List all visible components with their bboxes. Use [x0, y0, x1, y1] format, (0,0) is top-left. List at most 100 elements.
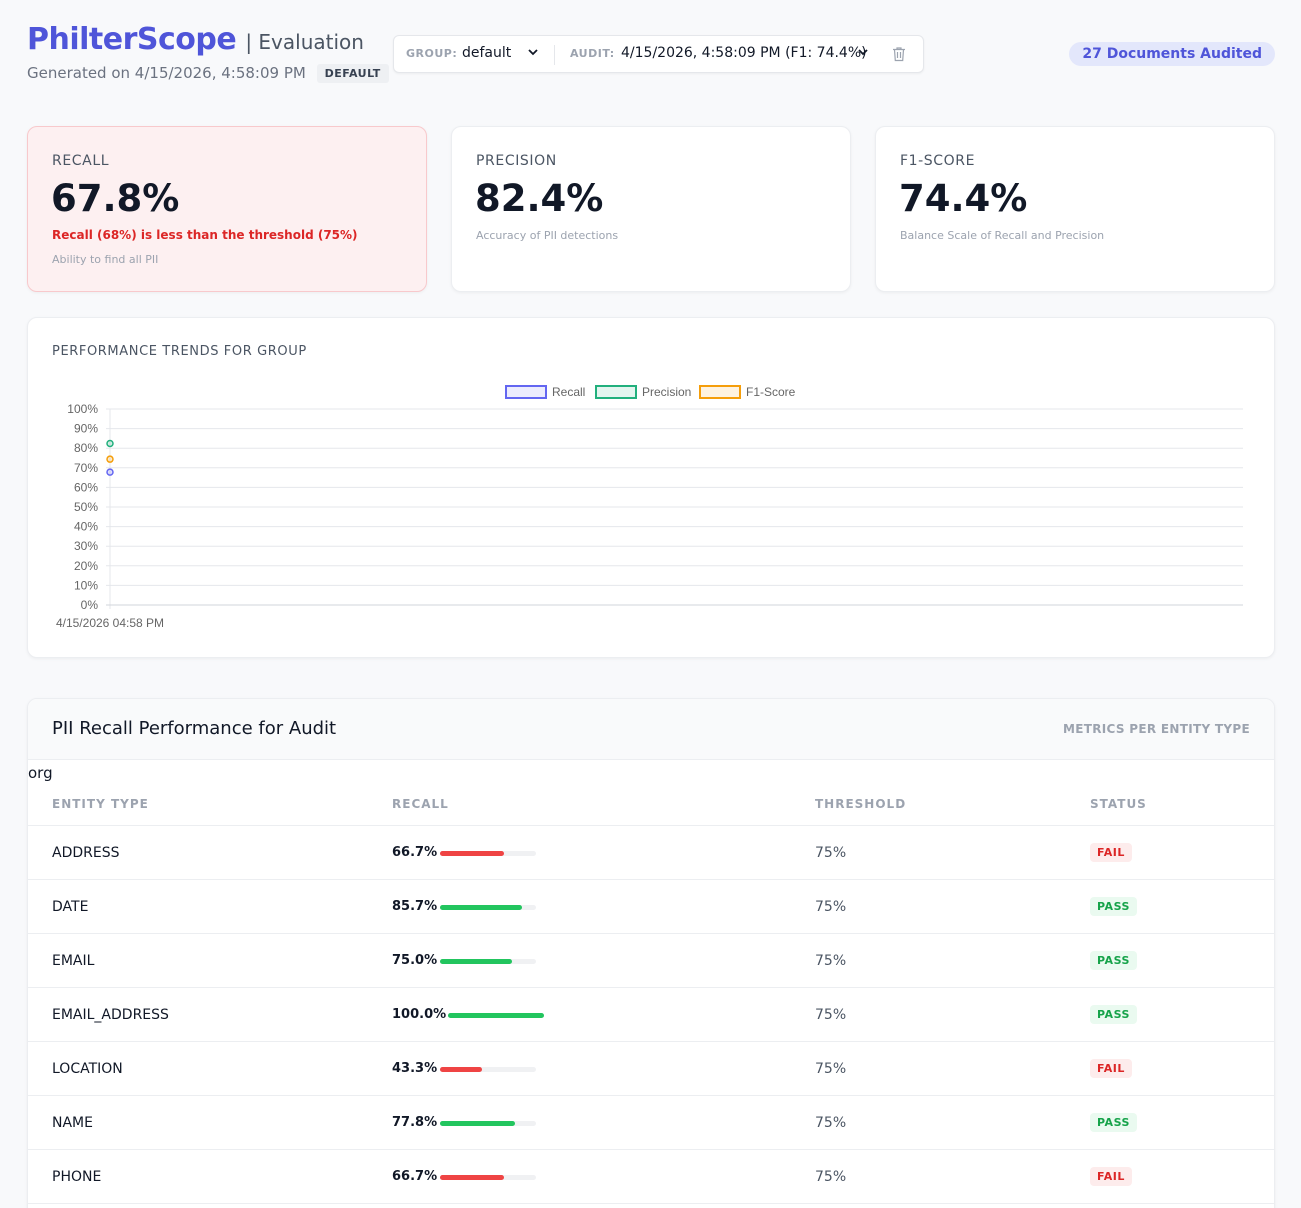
legend-swatch: [699, 385, 741, 399]
group-audit-selector: GROUP: default AUDIT: 4/15/2026, 4:58:09…: [393, 35, 924, 73]
recall-cell: 66.7%: [392, 1169, 437, 1184]
recall-percent: 66.7%: [392, 845, 438, 860]
threshold-cell: 75%: [815, 1061, 847, 1077]
threshold-cell: 75%: [815, 1169, 847, 1185]
recall-bar-fill: [440, 1175, 505, 1180]
y-tick-label: 60%: [74, 480, 98, 494]
y-tick-label: 10%: [74, 578, 98, 592]
precision-card: PRECISION 82.4% Accuracy of PII detectio…: [451, 126, 851, 292]
table-row: PHONE 66.7% 75% FAIL: [28, 1150, 1274, 1204]
threshold-cell: 75%: [815, 899, 847, 915]
recall-cell: 75.0%: [392, 953, 437, 968]
f1-description: Balance Scale of Recall and Precision: [900, 229, 1105, 242]
recall-cell: 43.3%: [392, 1061, 437, 1076]
recall-cell: 85.7%: [392, 899, 437, 914]
entity-type-cell: DATE: [52, 899, 89, 915]
recall-card: RECALL 67.8% Recall (68%) is less than t…: [27, 126, 427, 292]
column-header-entity: ENTITY TYPE: [52, 797, 149, 811]
table-header-divider: [28, 825, 1274, 826]
status-badge: FAIL: [1090, 1167, 1132, 1186]
recall-percent: 75.0%: [392, 953, 438, 968]
recall-bar: [440, 851, 536, 856]
recall-table-card: PII Recall Performance for Audit METRICS…: [27, 698, 1275, 1208]
status-badge: PASS: [1090, 1005, 1137, 1024]
precision-label: PRECISION: [476, 153, 557, 169]
recall-bar-fill: [440, 959, 512, 964]
data-point: [106, 439, 114, 448]
table-header-bar: PII Recall Performance for Audit METRICS…: [28, 699, 1274, 760]
x-tick-label: 4/15/2026 04:58 PM: [56, 616, 164, 630]
recall-cell: 77.8%: [392, 1115, 437, 1130]
recall-bar: [448, 1013, 544, 1018]
status-badge: FAIL: [1090, 1059, 1132, 1078]
performance-trends-card: PERFORMANCE TRENDS FOR GROUP 0% 10% 20% 30%…: [27, 317, 1275, 658]
y-tick-label: 40%: [74, 520, 98, 534]
recall-percent: 100.0%: [392, 1007, 447, 1022]
y-tick-label: 100%: [67, 402, 98, 416]
legend-label: Precision: [642, 385, 691, 399]
chart-title: PERFORMANCE TRENDS FOR GROUP: [52, 344, 307, 359]
recall-percent: 43.3%: [392, 1061, 438, 1076]
legend-swatch: [505, 385, 547, 399]
chevron-down-icon[interactable]: [858, 45, 868, 62]
audit-label: AUDIT:: [570, 47, 615, 60]
brand-name: PhilterScope: [27, 22, 237, 57]
audit-select[interactable]: 4/15/2026, 4:58:09 PM (F1: 74.4%): [621, 45, 867, 61]
entity-type-cell: EMAIL: [52, 953, 95, 969]
status-badge: FAIL: [1090, 843, 1132, 862]
recall-bar-fill: [448, 1013, 544, 1018]
y-tick-label: 80%: [74, 441, 98, 455]
table-row: EMAIL_ADDRESS 100.0% 75% PASS: [28, 988, 1274, 1042]
data-point: [106, 455, 114, 463]
column-header-status: STATUS: [1090, 797, 1147, 811]
status-badge: PASS: [1090, 951, 1137, 970]
entity-type-cell: NAME: [52, 1115, 93, 1131]
f1-value: 74.4%: [899, 177, 1028, 220]
generated-text: Generated on 4/15/2026, 4:58:09 PM: [27, 64, 306, 82]
entity-type-cell: LOCATION: [52, 1061, 123, 1077]
recall-description: Ability to find all PII: [52, 253, 159, 266]
y-tick-label: 0%: [81, 598, 99, 612]
table-title: PII Recall Performance for Audit: [52, 718, 337, 739]
recall-bar: [440, 1175, 536, 1180]
recall-bar: [440, 1121, 536, 1126]
y-tick-label: 30%: [74, 539, 98, 553]
recall-cell: 66.7%: [392, 845, 437, 860]
threshold-cell: 75%: [815, 1007, 847, 1023]
table-row: EMAIL 75.0% 75% PASS: [28, 934, 1274, 988]
recall-warning: Recall (68%) is less than the threshold …: [52, 228, 358, 242]
table-row: DATE 85.7% 75% PASS: [28, 880, 1274, 934]
recall-bar: [440, 905, 536, 910]
precision-description: Accuracy of PII detections: [476, 229, 619, 242]
column-header-threshold: THRESHOLD: [815, 797, 907, 811]
performance-trends-chart: 0% 10% 20% 30% 40% 50% 60% 70% 80% 90% 100% 4/15/20…: [56, 385, 1243, 630]
group-select[interactable]: default: [462, 45, 512, 61]
status-badge: PASS: [1090, 897, 1137, 916]
entity-type-cell: PHONE: [52, 1169, 102, 1185]
table-row: NAME 77.8% 75% PASS: [28, 1096, 1274, 1150]
recall-cell: 100.0%: [392, 1007, 446, 1022]
page-header: PhilterScope | Evaluation Generated on 4…: [27, 22, 1275, 92]
y-tick-label: 90%: [74, 422, 98, 436]
status-badge: PASS: [1090, 1113, 1137, 1132]
precision-value: 82.4%: [475, 177, 604, 220]
f1-card: F1-SCORE 74.4% Balance Scale of Recall a…: [875, 126, 1275, 292]
group-label: GROUP:: [406, 47, 458, 60]
threshold-cell: 75%: [815, 1115, 847, 1131]
chevron-down-icon[interactable]: [528, 45, 538, 62]
legend-swatch: [595, 385, 637, 399]
y-tick-label: 70%: [74, 461, 98, 475]
brand: PhilterScope | Evaluation: [27, 22, 364, 57]
recall-percent: 66.7%: [392, 1169, 438, 1184]
recall-bar-fill: [440, 1067, 482, 1072]
table-subtitle: METRICS PER ENTITY TYPE: [1063, 722, 1250, 736]
recall-bar-fill: [440, 1121, 515, 1126]
page-section-title: | Evaluation: [245, 30, 364, 54]
recall-bar-fill: [440, 851, 505, 856]
legend-label: Recall: [552, 385, 585, 399]
trash-icon[interactable]: [892, 46, 906, 62]
threshold-cell: 75%: [815, 953, 847, 969]
column-header-recall: RECALL: [392, 797, 449, 811]
threshold-cell: 75%: [815, 845, 847, 861]
f1-label: F1-SCORE: [900, 153, 976, 169]
